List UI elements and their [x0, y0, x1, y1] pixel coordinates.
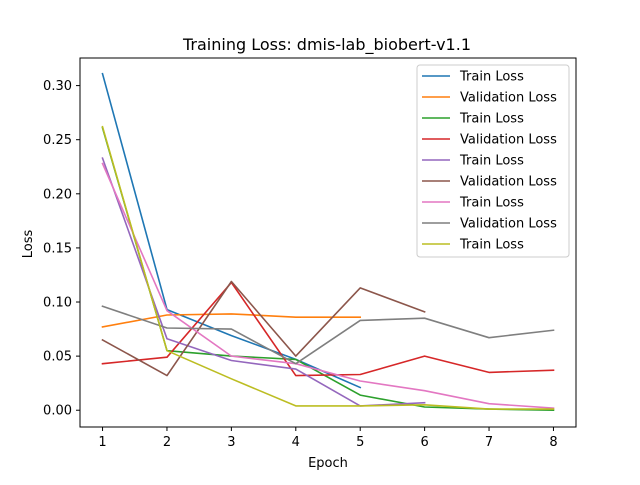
legend-label: Train Loss [459, 112, 524, 127]
x-tick-label: 4 [292, 435, 300, 450]
series-line-8 [101, 305, 555, 365]
series-layer [101, 72, 555, 412]
y-tick-label: 0.10 [43, 296, 72, 311]
y-tick-label: 0.15 [43, 241, 72, 256]
chart-title: Training Loss: dmis-lab_biobert-v1.1 [182, 35, 471, 55]
legend-label: Train Loss [459, 70, 524, 85]
series-line-4 [101, 281, 555, 377]
y-tick-label: 0.20 [43, 187, 72, 202]
legend-label: Validation Loss [460, 175, 557, 190]
legend-label: Validation Loss [460, 217, 557, 232]
series-line-9 [101, 125, 555, 410]
legend-label: Validation Loss [460, 133, 557, 148]
axes-frame [79, 57, 577, 428]
y-tick-label: 0.00 [43, 404, 72, 419]
legend-label: Train Loss [459, 238, 524, 253]
y-tick-label: 0.30 [43, 79, 72, 94]
x-axis-label: Epoch [308, 456, 348, 471]
x-tick-label: 6 [420, 435, 428, 450]
x-tick-label: 3 [227, 435, 235, 450]
series-line-2 [101, 313, 362, 328]
legend-label: Train Loss [459, 196, 524, 211]
y-axis-label: Loss [21, 230, 36, 259]
legend-label: Validation Loss [460, 91, 557, 106]
legend-label: Train Loss [459, 154, 524, 169]
y-axis-ticks: 0.00 0.05 0.10 0.15 0.20 0.25 0.30 [43, 79, 80, 419]
y-tick-label: 0.25 [43, 133, 72, 148]
x-tick-label: 5 [356, 435, 364, 450]
legend: Train Loss Validation Loss Train Loss Valid… [416, 64, 570, 258]
x-tick-label: 8 [549, 435, 557, 450]
x-axis-ticks: 1 2 3 4 5 6 7 8 [98, 427, 558, 450]
y-tick-label: 0.05 [43, 350, 72, 365]
x-tick-label: 2 [163, 435, 171, 450]
x-tick-label: 7 [485, 435, 493, 450]
series-line-6 [101, 280, 426, 377]
series-line-7 [101, 162, 555, 409]
legend-box [416, 64, 570, 258]
x-tick-label: 1 [98, 435, 106, 450]
